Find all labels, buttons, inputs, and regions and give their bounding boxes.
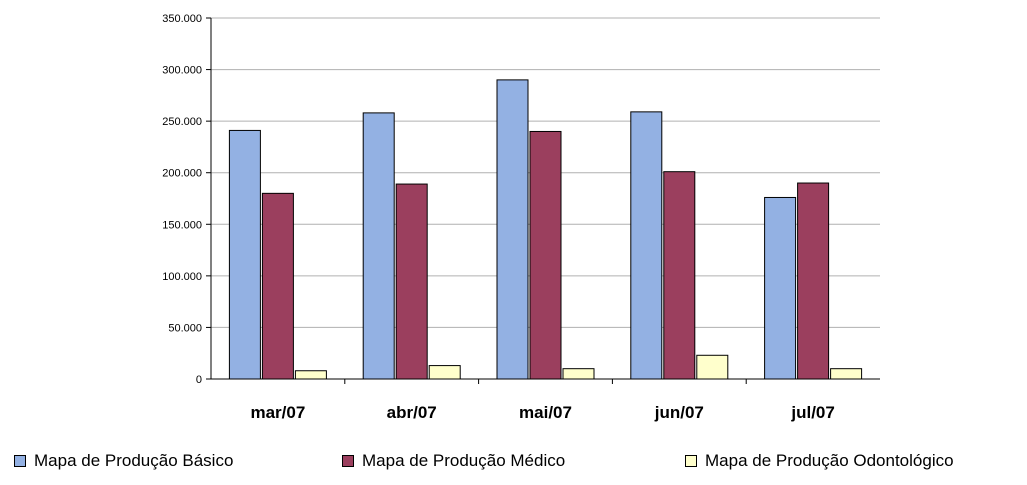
bar-mar-07-series-2 <box>294 370 327 380</box>
bar-jun-07-series-1 <box>663 171 696 380</box>
y-tick-label: 50.000 <box>168 322 202 334</box>
bar-mar-07-series-0 <box>228 129 261 380</box>
legend-label-odontologico: Mapa de Produção Odontológico <box>705 451 954 470</box>
legend-swatch-odontologico <box>685 455 697 467</box>
bar-mar-07-series-1 <box>261 192 294 380</box>
legend-swatch-medico <box>342 455 354 467</box>
bar-jul-07-series-0 <box>764 196 797 380</box>
x-tick-label: mai/07 <box>519 403 572 422</box>
bar-jul-07-series-2 <box>830 368 863 380</box>
x-tick-labels: mar/07 abr/07 mai/07 jun/07 jul/07 <box>250 403 834 422</box>
x-tick-label: abr/07 <box>387 403 437 422</box>
y-tick-label: 200.000 <box>162 168 202 180</box>
x-tick-label: mar/07 <box>250 403 305 422</box>
bar-mai-07-series-1 <box>529 130 562 380</box>
bar-jun-07-series-2 <box>696 354 729 380</box>
y-tick-label: 150.000 <box>162 219 202 231</box>
bars <box>228 79 863 380</box>
y-tick-label: 300.000 <box>162 65 202 77</box>
bar-jul-07-series-1 <box>797 182 830 380</box>
y-tick-label: 100.000 <box>162 271 202 283</box>
bar-mai-07-series-2 <box>562 368 595 380</box>
y-tick-label: 0 <box>196 374 202 386</box>
bar-abr-07-series-1 <box>395 183 428 380</box>
x-tick-label: jul/07 <box>790 403 834 422</box>
x-tick-label: jun/07 <box>654 403 704 422</box>
bar-mai-07-series-0 <box>496 79 529 380</box>
legend-label-medico: Mapa de Produção Médico <box>362 451 566 470</box>
bar-jun-07-series-0 <box>630 111 663 380</box>
bar-abr-07-series-2 <box>428 365 461 380</box>
y-tick-labels: 0 50.000 100.000 150.000 200.000 250.000 300.0… <box>162 13 202 386</box>
legend: Mapa de Produção Básico Mapa de Produção… <box>14 451 1024 481</box>
y-tick-label: 250.000 <box>162 116 202 128</box>
legend-item-medico: Mapa de Produção Médico <box>342 451 565 471</box>
legend-swatch-basico <box>14 455 26 467</box>
bar-chart: 0 50.000 100.000 150.000 200.000 250.000 300.0… <box>162 13 880 422</box>
y-tick-label: 350.000 <box>162 13 202 25</box>
legend-item-basico: Mapa de Produção Básico <box>14 451 233 471</box>
legend-label-basico: Mapa de Produção Básico <box>34 451 234 470</box>
bar-abr-07-series-0 <box>362 112 395 380</box>
legend-item-odontologico: Mapa de Produção Odontológico <box>685 451 954 471</box>
